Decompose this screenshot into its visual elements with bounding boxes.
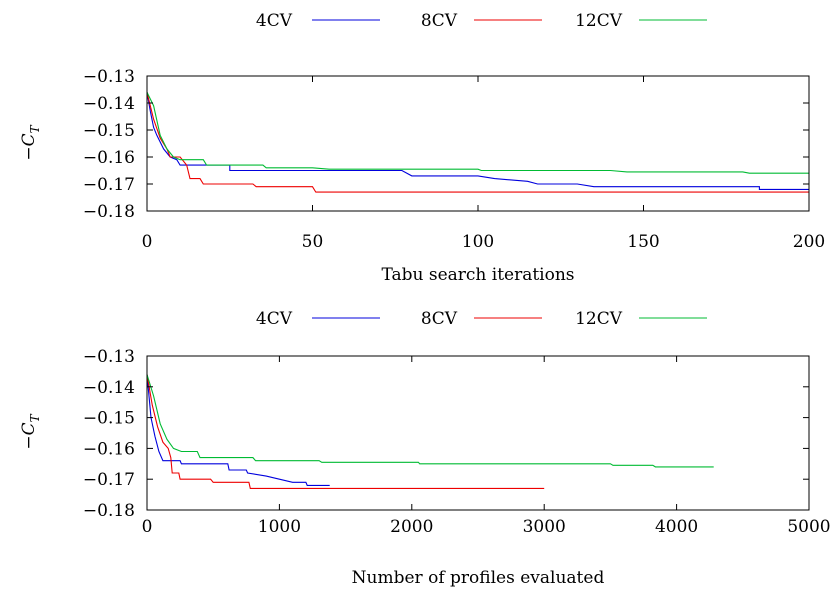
y-tick-label: −0.18 [83, 202, 135, 222]
y-axis-label-main: −C [19, 133, 39, 160]
y-axis-label-main: −C [19, 422, 39, 449]
y-axis-label: −CT [19, 124, 42, 160]
series-line-12cv [146, 91, 809, 174]
series-line-4cv [146, 92, 809, 190]
bottom-chart-panel: 0 1000 2000 3000 4000 5000 −0.13 −0.14 −0.15 −0.1… [19, 309, 831, 588]
x-tick-label: 200 [793, 232, 825, 252]
y-axis-label: −CT [19, 413, 42, 449]
legend: 4CV 8CV 12CV [256, 309, 707, 329]
x-tick-label: 150 [627, 232, 659, 252]
x-tick-label: 5000 [787, 517, 830, 537]
legend-label-8cv: 8CV [421, 309, 458, 329]
x-axis-label: Number of profiles evaluated [352, 568, 605, 588]
y-tick-label: −0.13 [83, 67, 135, 87]
x-tick-label: 2000 [390, 517, 433, 537]
series-lines [146, 374, 714, 489]
plot-frame [146, 355, 810, 511]
x-tick-label: 0 [142, 232, 153, 252]
y-tick-label: −0.16 [83, 148, 135, 168]
series-lines [146, 91, 809, 193]
x-tick-label: 1000 [258, 517, 301, 537]
y-tick-label: −0.15 [83, 121, 135, 141]
series-line-12cv [146, 374, 714, 468]
x-tick-label: 4000 [655, 517, 698, 537]
x-tick-label: 3000 [523, 517, 566, 537]
y-tick-label: −0.13 [83, 347, 135, 367]
series-line-8cv [146, 92, 809, 193]
x-tick-label: 100 [462, 232, 494, 252]
y-tick-label: −0.17 [83, 175, 135, 195]
y-axis-label-subscript: T [28, 124, 42, 133]
top-chart-panel: 0 50 100 150 200 −0.13 −0.14 −0.15 −0.16 −0.17 −0.… [19, 11, 825, 285]
y-tick-label: −0.18 [83, 501, 135, 521]
legend-label-12cv: 12CV [575, 11, 623, 31]
x-tick-label: 0 [142, 517, 153, 537]
y-tick-label: −0.14 [83, 378, 135, 398]
y-tick-label: −0.16 [83, 439, 135, 459]
legend: 4CV 8CV 12CV [256, 11, 707, 31]
series-line-4cv [146, 374, 330, 486]
legend-label-4cv: 4CV [256, 11, 293, 31]
y-tick-label: −0.15 [83, 409, 135, 429]
y-tick-label: −0.14 [83, 94, 135, 114]
x-tick-label: 50 [302, 232, 324, 252]
y-axis-label-subscript: T [28, 413, 42, 422]
legend-label-4cv: 4CV [256, 309, 293, 329]
legend-label-12cv: 12CV [575, 309, 623, 329]
legend-label-8cv: 8CV [421, 11, 458, 31]
plot-frame [146, 75, 810, 212]
x-axis-label: Tabu search iterations [381, 265, 574, 285]
series-line-8cv [146, 374, 545, 489]
y-tick-label: −0.17 [83, 470, 135, 490]
